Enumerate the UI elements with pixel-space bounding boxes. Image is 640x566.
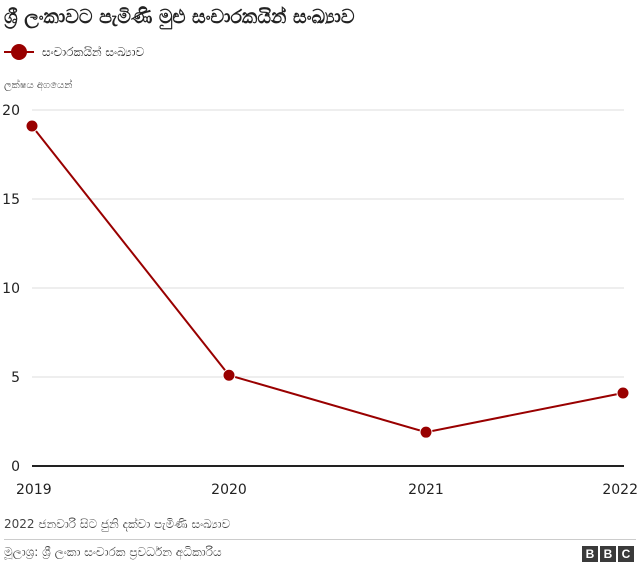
footer-divider <box>4 539 636 540</box>
x-tick-label: 2021 <box>408 482 444 498</box>
legend-label: සංචාරකයින් සංඛ්‍යාව <box>42 44 145 59</box>
series-line <box>31 125 624 434</box>
y-tick-label: 20 <box>2 103 20 119</box>
data-point <box>222 368 236 382</box>
footnote: 2022 ජනවාරි සිට ජුනි දක්වා පැමිණි සංඛ්‍ය… <box>4 517 231 531</box>
y-axis-unit-label: ලක්ෂය අගයෙන් <box>4 80 73 91</box>
y-tick-label: 5 <box>11 370 20 386</box>
bbc-logo: B B C <box>582 546 634 562</box>
legend-swatch <box>4 44 34 60</box>
x-tick-label: 2019 <box>16 482 52 498</box>
source-text: මූලාශ්‍ර: ශ්‍රී ලංකා සංචාරක ප්‍රවර්ධන අධ… <box>4 545 222 559</box>
data-point <box>419 425 433 439</box>
y-tick-label: 15 <box>2 192 20 208</box>
bbc-logo-letter: B <box>600 546 616 562</box>
y-tick-label: 10 <box>2 281 20 297</box>
line-chart: 0 5 10 15 20 2019 2020 2021 2022 <box>2 103 638 498</box>
legend-dot <box>11 44 27 60</box>
data-point <box>25 119 39 133</box>
bbc-logo-letter: B <box>582 546 598 562</box>
chart-title: ශ්‍රී ලංකාවට පැමිණි මුළු සංචාරකයින් සංඛ්… <box>4 6 355 28</box>
legend: සංචාරකයින් සංඛ්‍යාව <box>4 44 144 60</box>
x-tick-label: 2020 <box>211 482 247 498</box>
data-point <box>616 386 630 400</box>
y-tick-label: 0 <box>11 459 20 475</box>
x-tick-label: 2022 <box>602 482 638 498</box>
bbc-logo-letter: C <box>618 546 634 562</box>
